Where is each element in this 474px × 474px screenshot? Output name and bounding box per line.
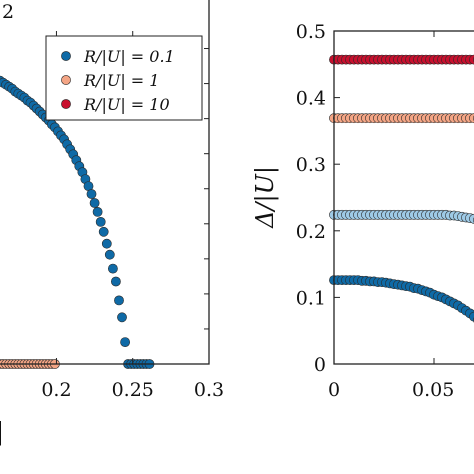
left-axis-ticks: 0.2 0.25 0.3: [41, 31, 224, 401]
right-data-points: [329, 54, 474, 323]
data-point: [95, 216, 106, 227]
data-point: [104, 249, 115, 260]
legend-marker: [61, 99, 71, 109]
x-tick-label: 0.2: [41, 379, 71, 401]
data-point: [92, 206, 103, 217]
right-axis-ticks: 0 0.1 0.2 0.3 0.4 0.5 0 0.05: [296, 21, 455, 401]
x-tick-label: 0.05: [412, 379, 454, 401]
legend-entries: R/|U| = 0.1 R/|U| = 1 R/|U| = 10: [61, 47, 175, 114]
legend-label: R/|U| = 0.1: [83, 47, 175, 66]
y-tick-label: 0.1: [296, 287, 326, 309]
legend-box: [45, 35, 203, 121]
left-plot-frame: [0, 0, 210, 365]
x-tick-label: 0.25: [112, 379, 154, 401]
right-y-axis-label: Δ/|U|: [251, 166, 280, 229]
data-point: [111, 276, 121, 287]
legend-marker: [61, 75, 71, 85]
data-point: [120, 337, 130, 347]
data-point: [117, 312, 127, 323]
y-tick-label: 0: [314, 354, 326, 376]
data-point: [89, 198, 100, 208]
legend: R/|U| = 0.1 R/|U| = 1 R/|U| = 10: [45, 35, 203, 121]
y-tick-label: 0.2: [296, 221, 326, 243]
data-point: [108, 263, 118, 274]
data-point: [86, 189, 97, 199]
y-tick-label: 0.4: [296, 88, 326, 110]
data-point: [114, 295, 124, 306]
left-corner-label: 2: [2, 1, 14, 23]
legend-marker: [61, 51, 71, 61]
legend-label: R/|U| = 1: [83, 71, 159, 90]
left-panel: 0.2 0.25 0.3 2 R/|U| = 0.1R/|U| = 1R/|U| =…: [0, 0, 224, 447]
x-tick-label: 0.3: [194, 379, 224, 401]
data-point: [101, 238, 112, 249]
x-tick-label: 0: [328, 379, 340, 401]
right-plot-frame: [333, 30, 474, 365]
y-tick-label: 0.5: [296, 21, 326, 43]
left-partial-axis-glyph: |: [0, 418, 4, 447]
right-panel: 0 0.1 0.2 0.3 0.4 0.5 0 0.05 Δ/|U|: [251, 21, 474, 401]
legend-label: R/|U| = 10: [83, 95, 170, 114]
y-tick-label: 0.3: [296, 154, 326, 176]
data-point: [98, 226, 109, 237]
